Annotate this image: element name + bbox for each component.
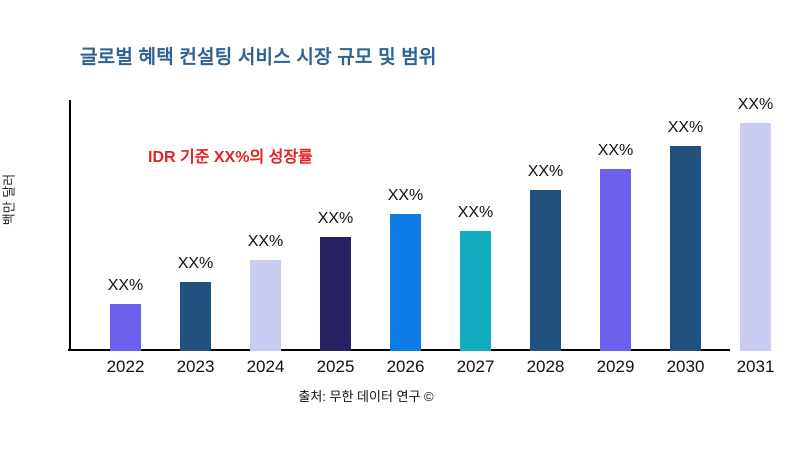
x-tick-label: 2031	[736, 357, 775, 376]
x-tick-label: 2022	[106, 357, 145, 376]
bar-2027	[460, 231, 491, 351]
bar-value-label: XX%	[107, 277, 144, 294]
bar-value-label: XX%	[597, 142, 634, 159]
bar-value-label: XX%	[737, 96, 774, 113]
x-tick-label: 2024	[246, 357, 285, 376]
bar-value-label: XX%	[457, 204, 494, 221]
bar-2022	[110, 304, 141, 351]
x-tick-label: 2026	[386, 357, 425, 376]
growth-rate-annotation: IDR 기준 XX%의 성장률	[148, 149, 313, 166]
x-tick-label: 2030	[666, 357, 705, 376]
x-tick-label: 2028	[526, 357, 565, 376]
bar-value-label: XX%	[527, 163, 564, 180]
bar-value-label: XX%	[177, 255, 214, 272]
bar-2028	[530, 190, 561, 351]
bar-value-label: XX%	[667, 119, 704, 136]
y-axis-label: 백만 달러	[1, 173, 17, 226]
x-tick-label: 2025	[316, 357, 355, 376]
x-tick-label: 2023	[176, 357, 215, 376]
bar-2026	[390, 214, 421, 351]
bar-2024	[250, 260, 281, 351]
bar-2030	[670, 146, 701, 351]
bar-2029	[600, 169, 631, 351]
bar-value-label: XX%	[317, 210, 354, 227]
y-axis-line	[69, 100, 71, 351]
bar-2023	[180, 282, 211, 351]
bar-value-label: XX%	[387, 187, 424, 204]
x-tick-label: 2027	[456, 357, 495, 376]
bar-2025	[320, 237, 351, 351]
bar-value-label: XX%	[247, 233, 284, 250]
chart-title: 글로벌 혜택 컨설팅 서비스 시장 규모 및 범위	[80, 47, 437, 68]
bar-2031	[740, 123, 771, 351]
source-attribution: 출처: 무한 데이터 연구 ©	[298, 389, 434, 404]
x-tick-label: 2029	[596, 357, 635, 376]
